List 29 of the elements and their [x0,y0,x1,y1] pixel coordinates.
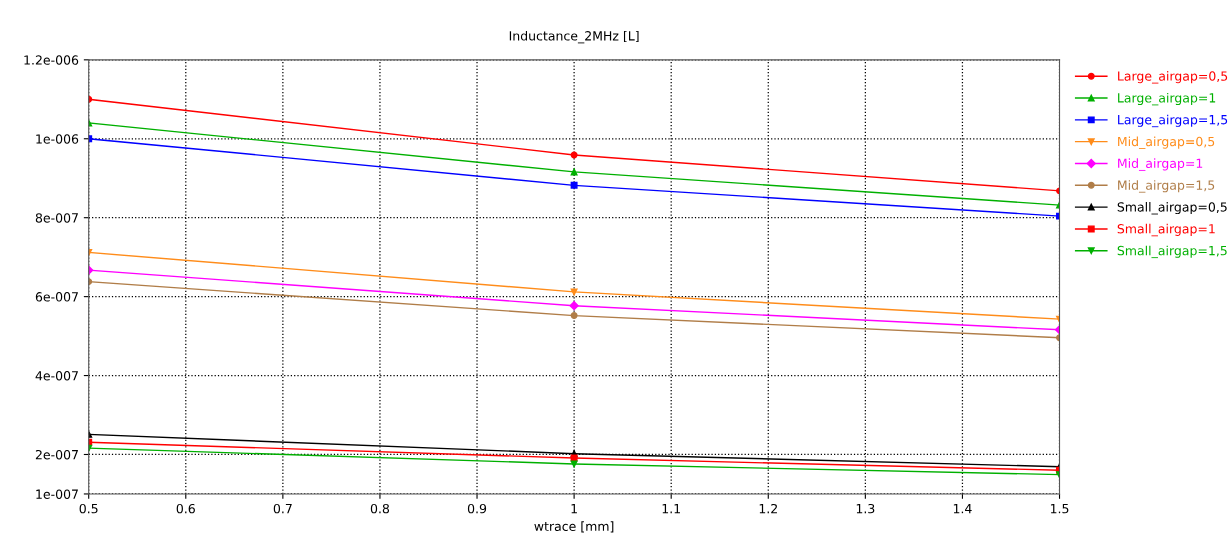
x-tick-label: 0.7 [273,503,292,514]
y-tick-label: 4e-007 [35,371,78,381]
chart-title: Inductance_2MHz [L] [509,30,639,44]
legend-label: Small_airgap=0,5 [1117,202,1227,215]
legend-label: Large_airgap=1,5 [1118,114,1228,128]
legend-label: Small_airgap=1 [1117,223,1215,237]
y-tick-label: 1e-007 [36,489,78,499]
legend-label: Large_airgap=0,5 [1118,71,1228,84]
legend-label: Mid_airgap=1,5 [1118,180,1215,193]
x-tick-label: 0.6 [176,503,195,514]
x-tick-label: 0.5 [79,503,98,514]
x-tick-label: 1.5 [1050,504,1069,514]
x-tick-label: 0.9 [467,503,487,514]
x-tick-label: 1.3 [856,503,875,514]
y-tick-label: 1e-006 [36,134,79,144]
x-axis-title: wtrace [mm] [534,521,614,533]
legend-label: Mid_airgap=1 [1118,158,1203,171]
y-tick-label: 1.2e-006 [24,55,79,65]
legend-label: Large_airgap=1 [1118,92,1216,106]
x-tick-label: 1.2 [759,503,777,514]
legend-label: Mid_airgap=0,5 [1118,136,1215,149]
legend-label: Small_airgap=1,5 [1117,245,1227,259]
y-tick-label: 6e-007 [35,292,78,302]
x-tick-label: 1 [571,504,577,514]
x-tick-label: 1.1 [662,504,680,514]
y-tick-label: 8e-007 [35,213,78,223]
y-tick-label: 2e-007 [35,449,78,460]
x-tick-label: 1.4 [953,504,972,514]
x-tick-label: 0.8 [370,503,390,514]
